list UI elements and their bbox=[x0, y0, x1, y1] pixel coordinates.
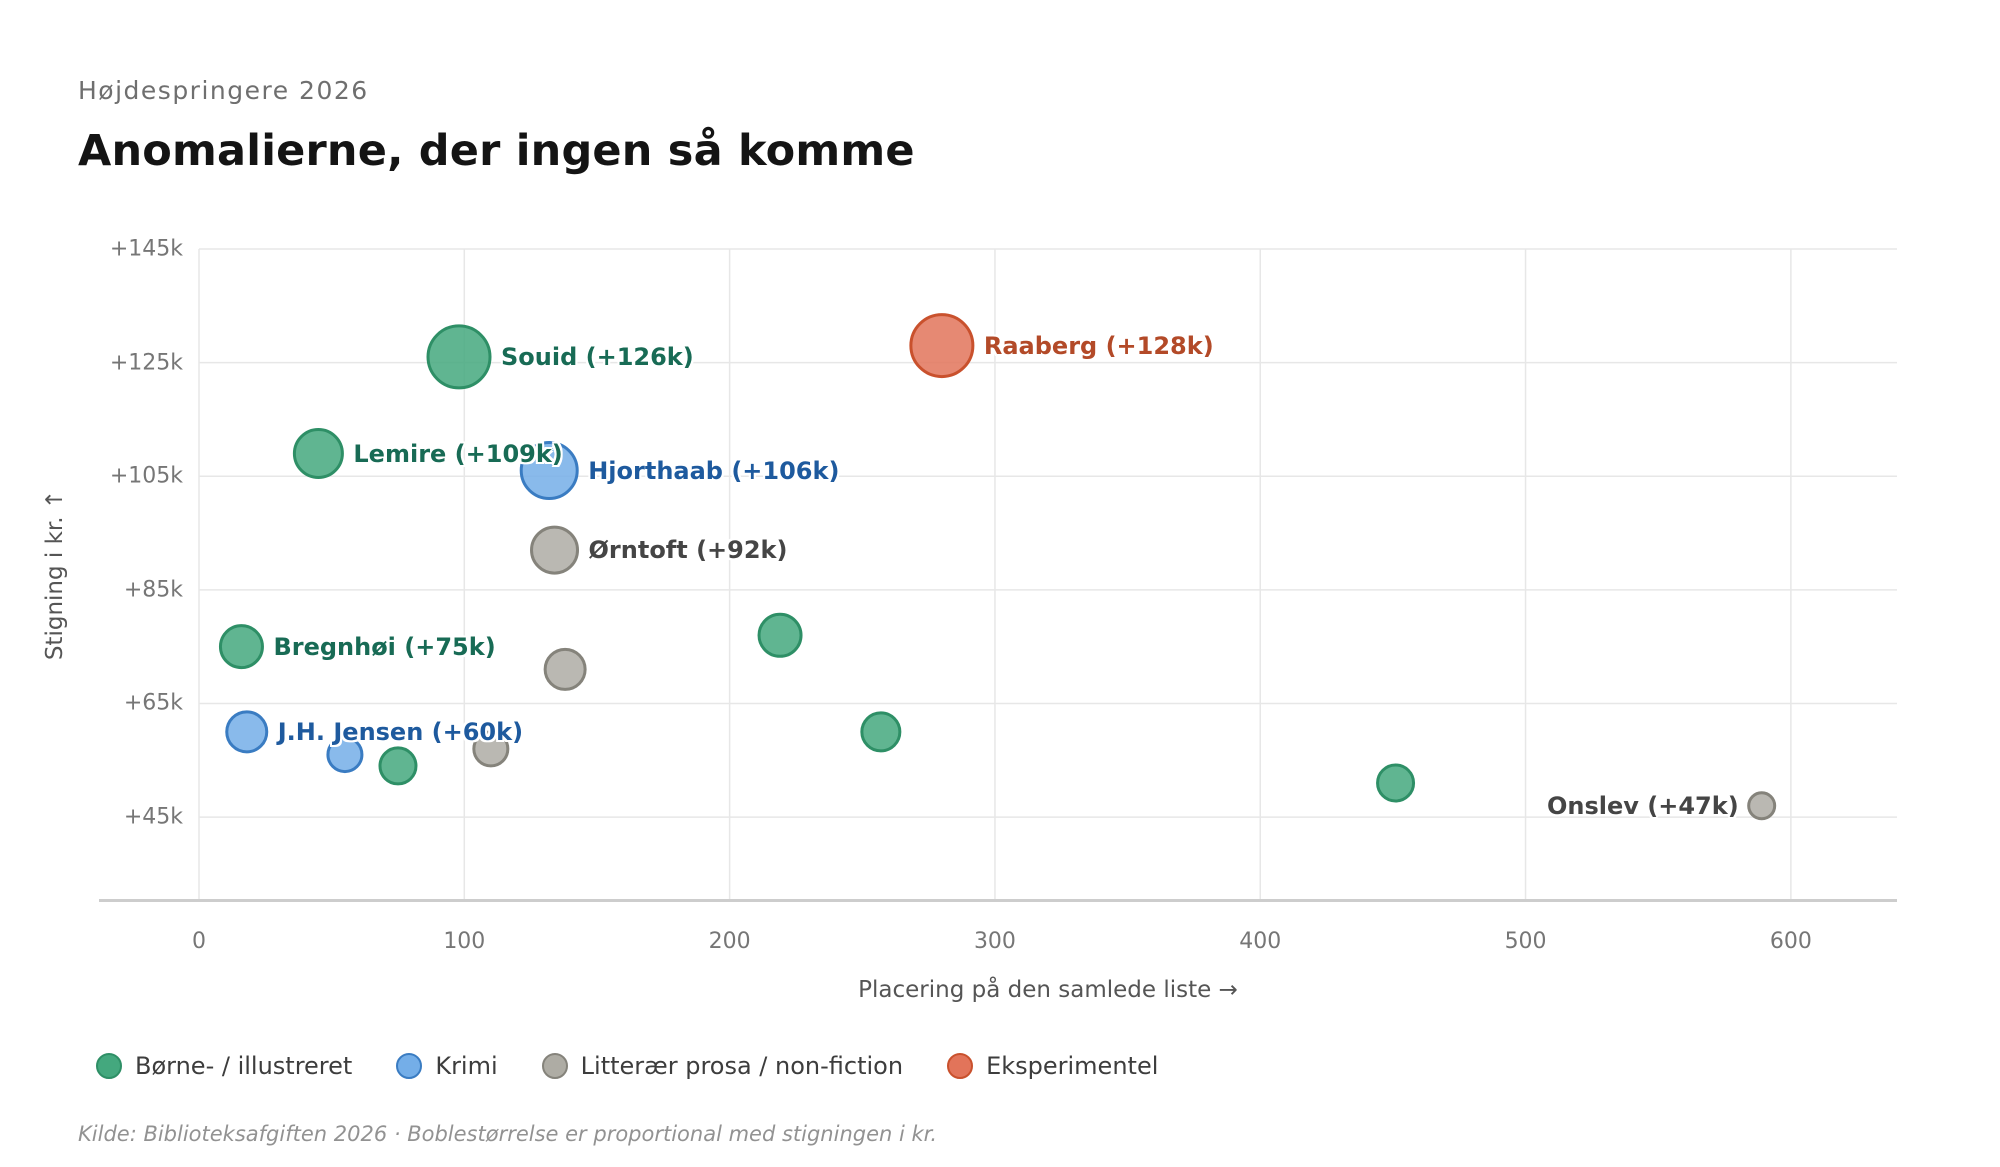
bubble-label-souid: Souid (+126k) bbox=[501, 342, 694, 371]
bubble-label-bregnh-i: Bregnhøi (+75k) bbox=[273, 632, 496, 661]
plot-area: Souid (+126k) Raaberg (+128k) Lemire (+109… bbox=[99, 237, 1897, 954]
legend-label-prosa: Litterær prosa / non-fiction bbox=[580, 1052, 904, 1080]
legend-label-borne: Børne- / illustreret bbox=[135, 1052, 353, 1080]
y-tick-label-+145k: +145k bbox=[109, 236, 183, 262]
bubble[interactable] bbox=[326, 736, 364, 774]
y-tick-label-+105k: +105k bbox=[109, 463, 183, 489]
x-axis-line bbox=[99, 899, 1897, 902]
legend-swatch-borne bbox=[96, 1053, 122, 1079]
chart-title: Anomalierne, der ingen så komme bbox=[78, 126, 915, 176]
bubble-chart-canvas bbox=[198, 248, 1897, 900]
source-note: Kilde: Biblioteksafgiften 2026 · Boblest… bbox=[78, 1122, 938, 1146]
y-tick-label-+85k: +85k bbox=[123, 577, 183, 603]
bubble-onslev[interactable] bbox=[1747, 791, 1777, 821]
bubble-hjorthaab[interactable] bbox=[519, 441, 579, 501]
legend-swatch-eksperimentel bbox=[947, 1053, 974, 1079]
bubble-souid[interactable] bbox=[426, 324, 492, 390]
bubble-raaberg[interactable] bbox=[909, 313, 975, 379]
bubble[interactable] bbox=[860, 711, 902, 753]
legend-label-krimi: Krimi bbox=[435, 1052, 498, 1080]
legend-item-eksperimentel: Eksperimentel bbox=[947, 1052, 1158, 1080]
x-tick-label-200: 200 bbox=[708, 929, 751, 954]
x-tick-label-100: 100 bbox=[443, 929, 486, 954]
bubble-label--rntoft: Ørntoft (+92k) bbox=[588, 536, 788, 565]
bubble--rntoft[interactable] bbox=[530, 525, 580, 575]
y-tick-label-+45k: +45k bbox=[123, 804, 183, 830]
legend: Børne- / illustreret Krimi Litterær prosa … bbox=[96, 1052, 1158, 1080]
chart-kicker: Højdespringere 2026 bbox=[78, 76, 369, 105]
bubble-j-h-jensen[interactable] bbox=[225, 710, 269, 754]
bubble-lemire[interactable] bbox=[292, 428, 344, 480]
bubble-bregnh-i[interactable] bbox=[218, 624, 264, 670]
x-tick-label-300: 300 bbox=[973, 929, 1016, 954]
legend-swatch-krimi bbox=[396, 1053, 423, 1079]
bubble[interactable] bbox=[543, 647, 587, 691]
x-tick-label-600: 600 bbox=[1769, 929, 1812, 954]
y-tick-label-+65k: +65k bbox=[123, 690, 183, 716]
legend-label-eksperimentel: Eksperimentel bbox=[986, 1052, 1159, 1080]
bubble-label-hjorthaab: Hjorthaab (+106k) bbox=[588, 456, 840, 485]
y-tick-label-+125k: +125k bbox=[109, 350, 183, 376]
y-axis-title: Stigning i kr. ↑ bbox=[42, 489, 68, 661]
legend-item-borne: Børne- / illustreret bbox=[96, 1052, 352, 1080]
bubble-label-raaberg: Raaberg (+128k) bbox=[983, 331, 1214, 360]
legend-swatch-prosa bbox=[541, 1053, 568, 1079]
bubble-label-lemire: Lemire (+109k) bbox=[353, 439, 563, 468]
bubble-label-j-h-jensen: J.H. Jensen (+60k) bbox=[277, 717, 524, 746]
x-axis-title: Placering på den samlede liste → bbox=[858, 977, 1238, 1003]
bubble[interactable] bbox=[757, 612, 803, 658]
legend-item-prosa: Litterær prosa / non-fiction bbox=[541, 1052, 904, 1080]
bubble[interactable] bbox=[378, 746, 418, 786]
legend-item-krimi: Krimi bbox=[396, 1052, 498, 1080]
bubble[interactable] bbox=[472, 730, 510, 768]
bubble-label-onslev: Onslev (+47k) bbox=[1547, 791, 1739, 820]
x-tick-label-400: 400 bbox=[1239, 929, 1282, 954]
x-tick-label-500: 500 bbox=[1504, 929, 1547, 954]
bubble[interactable] bbox=[1376, 763, 1416, 803]
x-tick-label-0: 0 bbox=[192, 929, 206, 954]
